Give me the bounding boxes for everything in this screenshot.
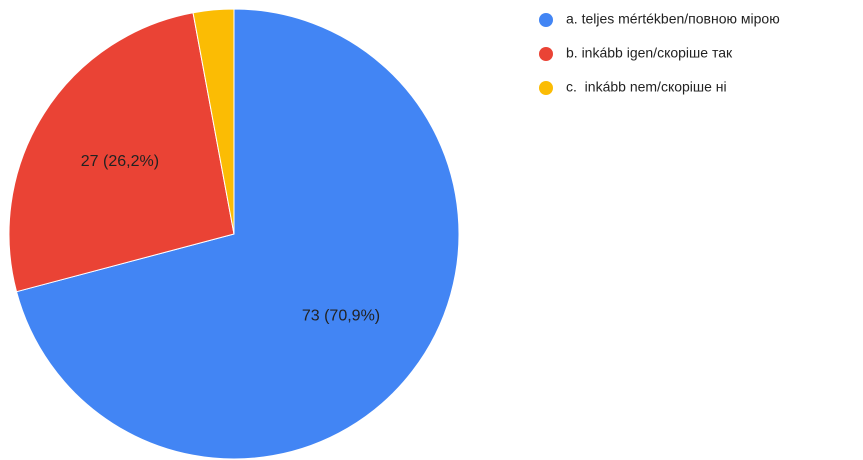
- legend-label: c. inkább nem/скоріше ні: [566, 79, 727, 95]
- legend-label: a. teljes mértékben/повною мірою: [566, 11, 780, 27]
- data-label: 27 (26,2%): [81, 153, 159, 170]
- legend-swatch: [539, 13, 553, 27]
- legend-label: b. inkább igen/скоріше так: [566, 45, 733, 61]
- pie-slice: [15, 8, 460, 460]
- legend-swatch: [539, 81, 553, 95]
- legend-swatch: [539, 47, 553, 61]
- pie-slice: [192, 8, 235, 235]
- data-label: 73 (70,9%): [302, 308, 380, 325]
- pie-slice: [8, 12, 235, 293]
